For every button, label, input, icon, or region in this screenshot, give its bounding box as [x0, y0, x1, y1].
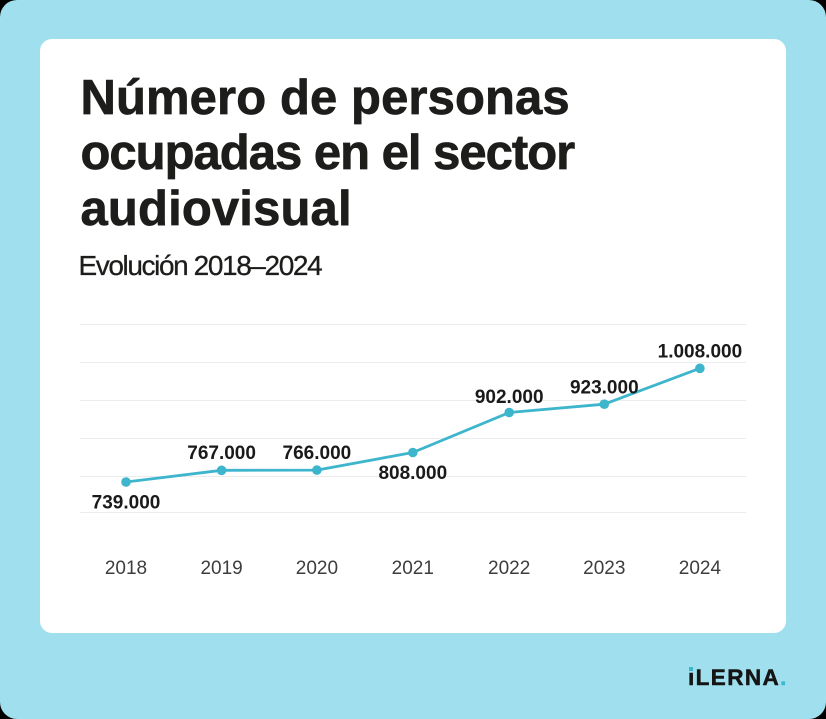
svg-text:2021: 2021: [392, 558, 434, 579]
svg-text:767.000: 767.000: [187, 443, 256, 464]
svg-text:2018: 2018: [105, 558, 147, 579]
svg-text:766.000: 766.000: [283, 443, 352, 464]
svg-text:1.008.000: 1.008.000: [658, 341, 743, 362]
svg-text:923.000: 923.000: [570, 378, 639, 399]
svg-text:808.000: 808.000: [378, 463, 447, 484]
svg-text:739.000: 739.000: [92, 493, 161, 514]
svg-text:2022: 2022: [488, 558, 530, 579]
svg-text:902.000: 902.000: [475, 387, 544, 408]
svg-text:2024: 2024: [679, 558, 722, 579]
svg-text:2020: 2020: [296, 558, 338, 579]
svg-text:2023: 2023: [583, 558, 625, 579]
svg-text:2019: 2019: [200, 558, 242, 579]
